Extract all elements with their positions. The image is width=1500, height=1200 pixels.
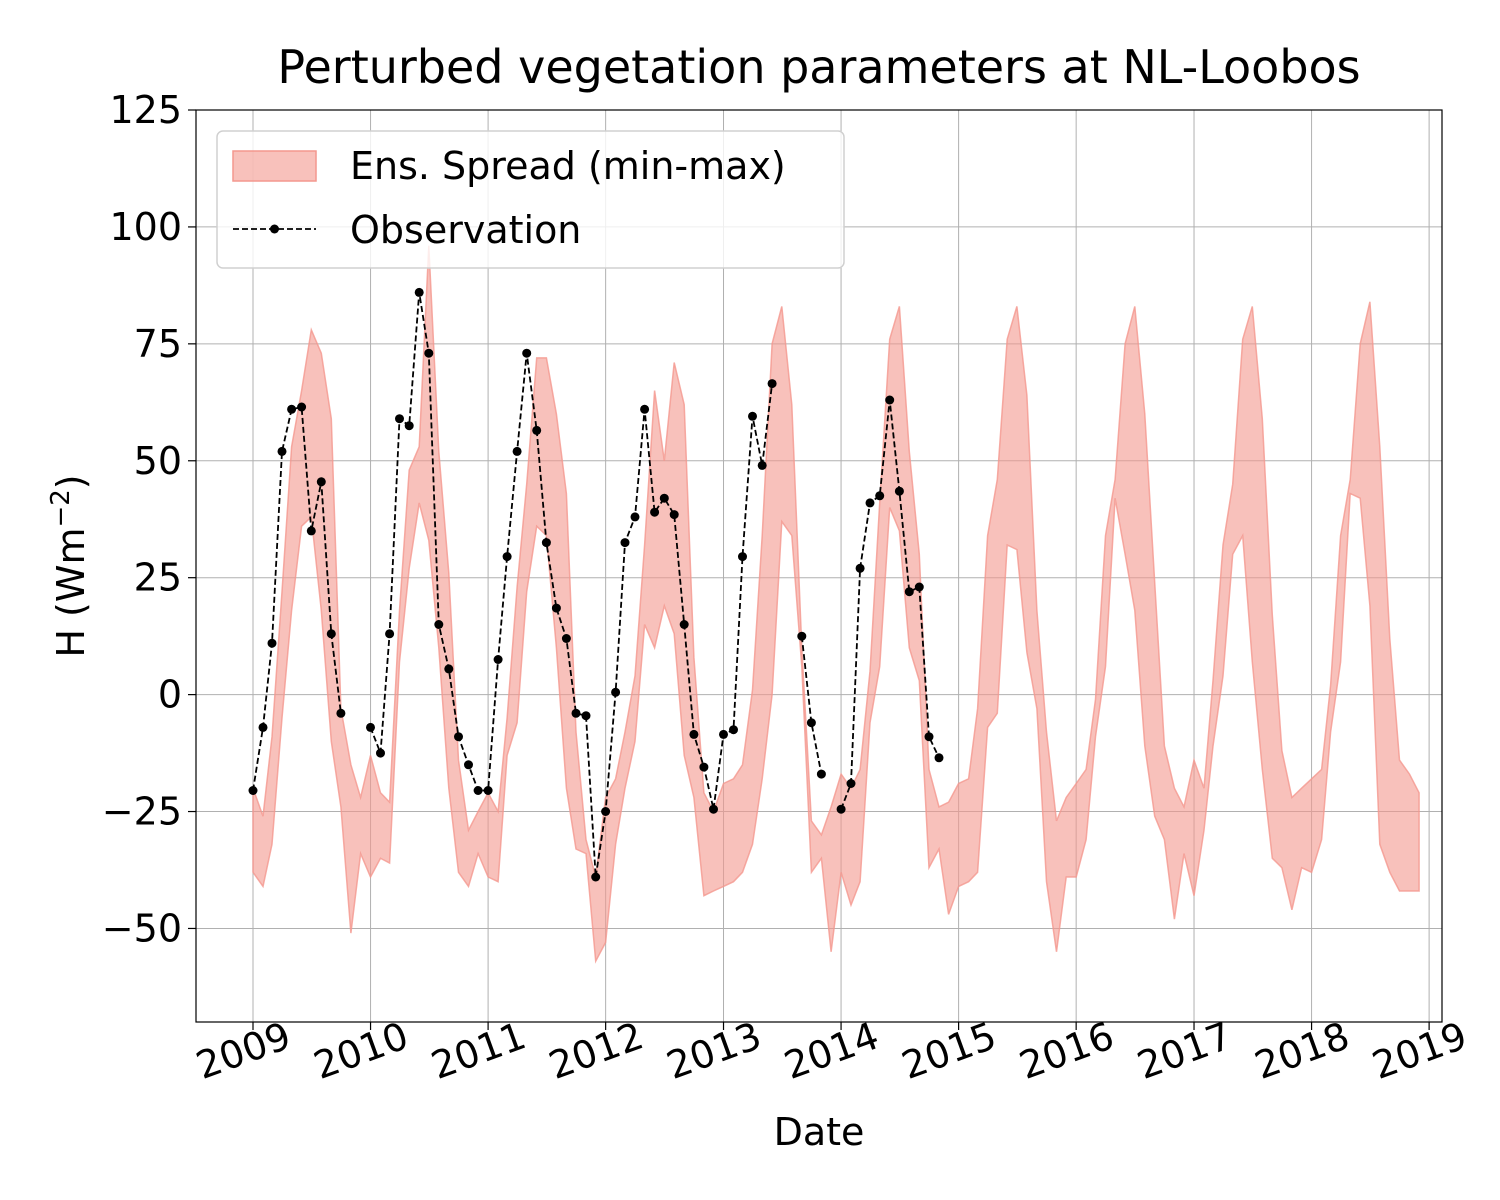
observation-point [816, 769, 826, 779]
observation-point [316, 477, 326, 487]
observation-point [699, 762, 709, 772]
observation-point [512, 446, 522, 456]
axes-frame [195, 109, 1443, 1023]
legend-swatch-observation-marker [270, 224, 279, 234]
y-tick-label: 50 [134, 439, 182, 483]
observation-point [924, 732, 934, 742]
y-tick-label: 125 [109, 88, 182, 132]
observation-point [258, 722, 268, 732]
observation-line [800, 636, 823, 775]
y-tick-label: −50 [102, 906, 182, 950]
observation-point [464, 760, 473, 770]
ensemble-spread-area [252, 245, 1420, 964]
observation-point [640, 404, 650, 414]
legend: Ens. Spread (min-max) Observation [216, 130, 845, 269]
chart-title: Perturbed vegetation parameters at NL-Lo… [277, 40, 1360, 94]
observation-point [493, 655, 503, 664]
observation-point [385, 629, 395, 639]
observation-point [522, 348, 532, 358]
observation-point [709, 804, 718, 814]
legend-label-observation: Observation [350, 208, 581, 252]
observation-point [581, 711, 591, 721]
observation-point [630, 512, 640, 522]
observation-point [836, 804, 846, 814]
observation-point [473, 786, 483, 795]
observation-point [885, 395, 895, 405]
y-axis-label-close: ) [49, 474, 93, 489]
observation-point [502, 552, 512, 562]
observation-point [326, 629, 336, 639]
x-axis-label: Date [774, 1110, 865, 1154]
legend-label-spread: Ens. Spread (min-max) [350, 144, 786, 188]
observation-point [404, 421, 414, 431]
y-axis-label: H (Wm−2) [46, 474, 93, 657]
observation-point [659, 493, 669, 503]
observation-point [611, 687, 621, 697]
legend-frame [216, 130, 845, 269]
observation-point [767, 379, 777, 389]
observation-point [601, 807, 611, 816]
observation-point [248, 786, 258, 795]
observation-point [366, 722, 375, 732]
observation-point [797, 631, 807, 641]
observation-point [306, 526, 316, 536]
observation-point [376, 748, 385, 758]
y-tick-label: −25 [102, 790, 182, 834]
y-tick-label: 75 [134, 322, 182, 366]
observation-point [591, 872, 601, 882]
y-axis-label-main: H (Wm [49, 528, 93, 658]
observation-point [551, 603, 561, 613]
observation-line [252, 405, 342, 791]
observation-point [748, 411, 757, 421]
observation-point [894, 486, 904, 496]
observation-point [650, 507, 660, 517]
observation-point [541, 538, 551, 548]
ensemble-spread-band [252, 245, 1420, 964]
observation-point [855, 563, 865, 573]
observation-point [424, 348, 434, 358]
observation-point [914, 582, 924, 592]
observation-point [620, 538, 630, 548]
observation-point [434, 620, 444, 629]
observation-point [689, 729, 699, 739]
observation-line [369, 292, 773, 878]
observation-point [904, 587, 914, 597]
observation-point [669, 510, 679, 520]
observation-point [414, 287, 424, 297]
observation-point [297, 402, 307, 412]
observation-point [757, 460, 767, 470]
observation-point [934, 753, 944, 763]
observation-point [277, 446, 287, 456]
observation-point [532, 425, 542, 435]
observation-point [865, 498, 875, 508]
observation-point [444, 664, 454, 674]
y-tick-label: 0 [158, 673, 182, 717]
observation-point [738, 552, 747, 562]
observation-point [483, 786, 493, 795]
observation-point [454, 732, 463, 742]
legend-swatch-spread [232, 150, 317, 182]
y-tick-label: 25 [134, 556, 182, 600]
observation-series [248, 287, 944, 882]
observation-point [395, 414, 404, 424]
observation-point [846, 779, 856, 788]
y-tick-label: 100 [109, 205, 182, 249]
y-axis-ticks: −50 −25 0 25 50 75 100 125 [102, 88, 196, 950]
observation-point [336, 708, 346, 718]
observation-point [806, 718, 816, 728]
observation-point [287, 404, 297, 414]
observation-point [875, 491, 885, 501]
observation-point [729, 725, 738, 735]
observation-point [719, 729, 728, 739]
observation-point [679, 620, 689, 629]
y-axis-label-superscript: −2 [46, 489, 76, 527]
observation-point [267, 638, 277, 648]
observation-point [571, 708, 581, 718]
observation-point [561, 634, 571, 643]
